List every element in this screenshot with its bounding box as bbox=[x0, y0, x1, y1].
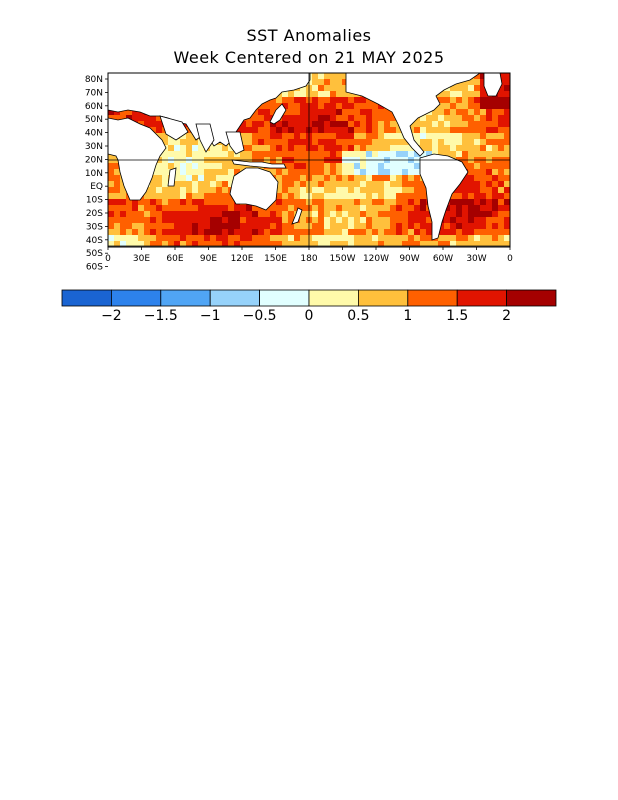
lat-tick-label: 60N bbox=[85, 102, 103, 112]
colorbar-swatch bbox=[259, 289, 310, 307]
lat-tick-label: 80N bbox=[85, 75, 103, 85]
australia bbox=[229, 167, 279, 211]
colorbar-label: 1 bbox=[403, 308, 412, 324]
colorbar-label: −0.5 bbox=[243, 308, 277, 324]
lon-tick-label: 30W bbox=[466, 254, 486, 264]
lon-tick-label: 120W bbox=[363, 254, 389, 264]
lat-tick-label: 30N bbox=[85, 142, 103, 152]
north-america bbox=[345, 73, 481, 157]
lat-tick-label: 60S bbox=[86, 263, 103, 273]
new-zealand bbox=[291, 207, 303, 225]
india bbox=[195, 123, 215, 153]
map-subtitle: Week Centered on 21 MAY 2025 bbox=[173, 48, 445, 67]
colorbar-label: 0 bbox=[305, 308, 314, 324]
lon-tick-label: 120E bbox=[231, 254, 254, 264]
colorbar-label: 0.5 bbox=[347, 308, 369, 324]
lon-tick-label: 150E bbox=[264, 254, 287, 264]
colorbar-swatch bbox=[357, 289, 409, 307]
lat-tick-label: 20S bbox=[86, 209, 103, 219]
lon-tick-label: 30E bbox=[133, 254, 150, 264]
colorbar-swatch bbox=[506, 289, 557, 307]
lon-tick-label: 90E bbox=[200, 254, 217, 264]
colorbar-label: −1 bbox=[200, 308, 221, 324]
eurasia bbox=[108, 73, 311, 147]
lat-tick-label: 40S bbox=[86, 236, 103, 246]
arabia bbox=[159, 115, 189, 141]
colorbar-swatch bbox=[160, 289, 211, 307]
lat-tick-label: 30S bbox=[86, 222, 103, 232]
land-masses bbox=[108, 73, 510, 247]
lon-tick-label: 0 bbox=[105, 254, 111, 264]
lon-tick-label: 0 bbox=[507, 254, 513, 264]
indochina bbox=[225, 131, 245, 155]
lat-tick-label: EQ bbox=[90, 182, 103, 192]
greenland bbox=[483, 73, 503, 97]
south-america bbox=[419, 153, 469, 241]
lat-tick-label: 50N bbox=[85, 115, 103, 125]
colorbar-swatch bbox=[61, 289, 112, 307]
lon-tick-label: 60W bbox=[433, 254, 453, 264]
colorbar-label: 2 bbox=[502, 308, 511, 324]
lon-tick-label: 150W bbox=[329, 254, 355, 264]
colorbar-swatch bbox=[308, 289, 359, 307]
japan bbox=[269, 103, 287, 125]
lon-tick-label: 90W bbox=[399, 254, 419, 264]
lat-tick-label: 40N bbox=[85, 129, 103, 139]
colorbar-swatch bbox=[407, 289, 458, 307]
lon-tick-label: 60E bbox=[166, 254, 183, 264]
colorbar-swatch bbox=[209, 289, 260, 307]
lon-tick-label: 180 bbox=[300, 254, 317, 264]
colorbar-swatch bbox=[456, 289, 508, 307]
colorbar-label: 1.5 bbox=[446, 308, 468, 324]
latitude-axis: 80N 70N 60N 50N 40N 30N 20N 10N EQ 10S 20S 30S 40S 50… bbox=[85, 75, 108, 273]
colorbar-swatch bbox=[111, 289, 162, 307]
lat-tick-label: 10N bbox=[85, 169, 103, 179]
lat-tick-label: 50S bbox=[86, 249, 103, 259]
indonesia bbox=[231, 159, 287, 169]
map-title: SST Anomalies bbox=[246, 26, 372, 45]
lat-tick-label: 70N bbox=[85, 88, 103, 98]
colorbar-label: −1.5 bbox=[144, 308, 178, 324]
colorbar: −2 −1.5 −1 −0.5 0 0.5 1 1.5 2 bbox=[61, 289, 557, 324]
lat-tick-label: 20N bbox=[85, 155, 103, 165]
madagascar bbox=[167, 167, 177, 187]
longitude-axis: 0 30E 60E 90E 120E 150E 180 150W 120W 90W 60W 30W 0 bbox=[105, 247, 513, 264]
lat-tick-label: 10S bbox=[86, 196, 103, 206]
colorbar-label: −2 bbox=[101, 308, 122, 324]
